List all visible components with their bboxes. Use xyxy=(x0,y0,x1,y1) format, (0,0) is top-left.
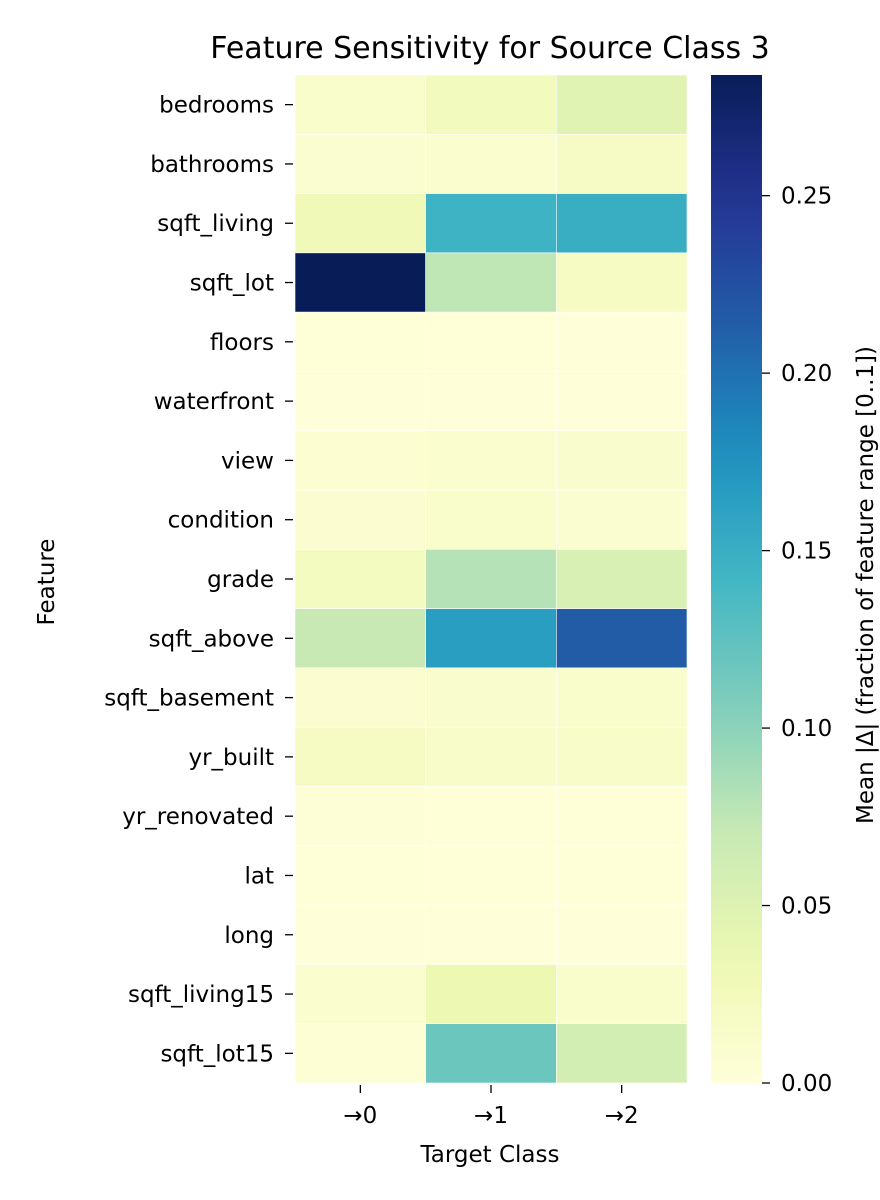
heatmap-cell-long-col1 xyxy=(425,904,557,965)
heatmap-cell-sqft-above-col2 xyxy=(556,608,688,669)
heatmap-cell-floors-col2 xyxy=(556,311,688,372)
heatmap-cell-bedrooms-col1 xyxy=(425,74,557,135)
heatmap-cell-waterfront-col2 xyxy=(556,371,688,432)
y-tick-label-sqft-lot: sqft_lot xyxy=(190,271,274,297)
y-tick-label-condition: condition xyxy=(168,508,274,534)
colorbar-tick-label-1: 0.05 xyxy=(781,894,832,920)
heatmap-cell-yr-renovated-col1 xyxy=(425,786,557,847)
heatmap-cell-condition-col1 xyxy=(425,489,557,550)
y-tick-label-floors: floors xyxy=(210,330,274,356)
heatmap-cell-sqft-living15-col2 xyxy=(556,964,688,1025)
x-tick-label-2: →2 xyxy=(605,1103,639,1129)
heatmap-cell-yr-renovated-col0 xyxy=(294,786,426,847)
heatmap-cell-condition-col0 xyxy=(294,489,426,550)
heatmap-cell-view-col0 xyxy=(294,430,426,491)
heatmap-cell-condition-col2 xyxy=(556,489,688,550)
heatmap-cell-bathrooms-col1 xyxy=(425,133,557,194)
heatmap-cell-sqft-above-col0 xyxy=(294,608,426,669)
heatmap-cell-sqft-lot15-col0 xyxy=(294,1023,426,1084)
heatmap-cell-yr-built-col0 xyxy=(294,726,426,787)
heatmap-cell-bathrooms-col2 xyxy=(556,133,688,194)
y-tick-label-waterfront: waterfront xyxy=(154,389,274,415)
heatmap-cell-sqft-living-col0 xyxy=(294,193,426,254)
y-tick-label-sqft-basement: sqft_basement xyxy=(104,686,274,712)
y-tick-label-yr-renovated: yr_renovated xyxy=(122,804,274,830)
heatmap-cell-floors-col1 xyxy=(425,311,557,372)
heatmap-cell-sqft-living15-col1 xyxy=(425,964,557,1025)
colorbar-tick-label-5: 0.25 xyxy=(781,184,832,210)
heatmap-cell-long-col0 xyxy=(294,904,426,965)
heatmap-cell-floors-col0 xyxy=(294,311,426,372)
y-tick-label-bathrooms: bathrooms xyxy=(150,152,274,178)
heatmap-cell-sqft-above-col1 xyxy=(425,608,557,669)
heatmap-cell-bedrooms-col2 xyxy=(556,74,688,135)
heatmap-cell-sqft-living-col2 xyxy=(556,193,688,254)
colorbar-tick-label-3: 0.15 xyxy=(781,539,832,565)
y-tick-label-grade: grade xyxy=(207,567,274,593)
heatmap-cell-sqft-lot-col0 xyxy=(294,252,426,313)
heatmap-cell-lat-col2 xyxy=(556,845,688,906)
y-tick-label-sqft-living: sqft_living xyxy=(157,211,274,237)
heatmap-cell-lat-col0 xyxy=(294,845,426,906)
heatmap-cell-bedrooms-col0 xyxy=(294,74,426,135)
heatmap-cell-sqft-basement-col1 xyxy=(425,667,557,728)
colorbar-tick-label-0: 0.00 xyxy=(781,1071,832,1097)
heatmap-cell-sqft-lot15-col1 xyxy=(425,1023,557,1084)
y-tick-label-sqft-above: sqft_above xyxy=(149,626,274,652)
x-tick-label-1: →1 xyxy=(474,1103,508,1129)
heatmap-cell-grade-col2 xyxy=(556,549,688,609)
heatmap-cell-grade-col1 xyxy=(425,549,557,609)
heatmap-cell-sqft-living15-col0 xyxy=(294,964,426,1025)
x-axis-label: Target Class xyxy=(420,1142,560,1168)
y-tick-label-bedrooms: bedrooms xyxy=(159,93,274,119)
y-axis-label: Feature xyxy=(34,539,60,626)
heatmap-cell-view-col1 xyxy=(425,430,557,491)
y-tick-label-yr-built: yr_built xyxy=(188,745,274,771)
heatmap-cell-waterfront-col0 xyxy=(294,371,426,432)
heatmap-cells xyxy=(294,74,688,1084)
y-tick-label-view: view xyxy=(221,448,274,474)
y-axis-ticks: bedrooms bathrooms sqft_living sqft_lotfloo… xyxy=(104,93,293,1067)
heatmap-cell-sqft-lot-col2 xyxy=(556,252,688,313)
y-tick-label-sqft-living15: sqft_living15 xyxy=(128,982,274,1008)
colorbar xyxy=(711,75,762,1083)
heatmap-cell-waterfront-col1 xyxy=(425,371,557,432)
heatmap-cell-yr-built-col2 xyxy=(556,726,688,787)
heatmap-cell-yr-renovated-col2 xyxy=(556,786,688,847)
heatmap-cell-sqft-lot15-col2 xyxy=(556,1023,688,1084)
heatmap-cell-sqft-basement-col0 xyxy=(294,667,426,728)
y-tick-label-lat: lat xyxy=(244,863,274,889)
heatmap-cell-long-col2 xyxy=(556,904,688,965)
heatmap-cell-sqft-lot-col1 xyxy=(425,252,557,313)
colorbar-label: Mean |Δ| (fraction of feature range [0..… xyxy=(853,346,879,824)
colorbar-ticks: 0.00 0.05 0.10 0.15 0.20 0.25 xyxy=(762,184,832,1097)
heatmap-cell-yr-built-col1 xyxy=(425,726,557,787)
chart-title: Feature Sensitivity for Source Class 3 xyxy=(210,31,770,66)
y-tick-label-long: long xyxy=(224,923,274,949)
x-axis-ticks: →0 →1 →2 xyxy=(343,1085,639,1129)
y-tick-label-sqft-lot15: sqft_lot15 xyxy=(160,1041,274,1067)
colorbar-tick-label-2: 0.10 xyxy=(781,716,832,742)
heatmap-cell-lat-col1 xyxy=(425,845,557,906)
heatmap-cell-grade-col0 xyxy=(294,549,426,609)
heatmap-cell-bathrooms-col0 xyxy=(294,133,426,194)
colorbar-tick-label-4: 0.20 xyxy=(781,361,832,387)
heatmap-cell-sqft-living-col1 xyxy=(425,193,557,254)
heatmap-cell-view-col2 xyxy=(556,430,688,491)
x-tick-label-0: →0 xyxy=(343,1103,377,1129)
heatmap-cell-sqft-basement-col2 xyxy=(556,667,688,728)
